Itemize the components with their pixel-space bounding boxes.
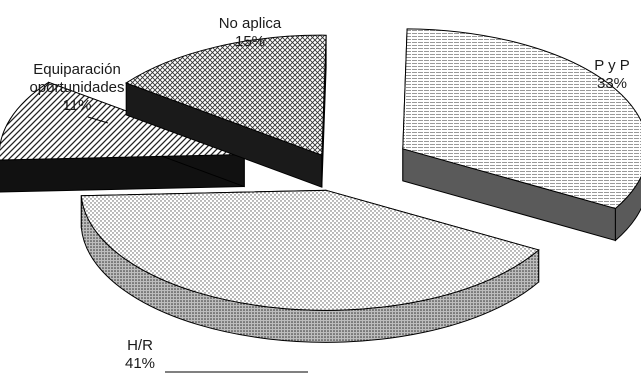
slice-top-h-r: [80, 189, 540, 311]
slice-top-p-y-p: [402, 28, 641, 210]
leader-line-equiparacion-oportunidades: [87, 116, 109, 124]
slice-h-r: [80, 189, 540, 343]
data-label-p-y-p: P y P 33%: [594, 57, 630, 92]
label-percent-p-y-p: 33%: [597, 75, 627, 92]
label-percent-no-aplica: 15%: [235, 33, 265, 50]
label-category-h-r: H/R: [127, 337, 153, 354]
slice-equiparacion-oportunidades: [0, 81, 245, 193]
label-category-equiparacion-oportunidades: oportunidades: [29, 79, 124, 96]
label-percent-equiparacion-oportunidades: 11%: [63, 97, 92, 114]
slice-rim-p-y-p: [614, 175, 641, 242]
data-label-no-aplica: No aplica 15%: [219, 15, 282, 50]
label-category-equiparacion-oportunidades: Equiparación: [33, 61, 121, 78]
label-category-p-y-p: P y P: [594, 57, 630, 74]
slice-top-no-aplica: [125, 34, 327, 156]
slice-no-aplica: [125, 34, 327, 188]
label-percent-h-r: 41%: [125, 355, 155, 372]
data-label-h-r: H/R 41%: [125, 337, 155, 372]
data-label-equiparacion-oportunidades: Equiparación oportunidades 11%: [29, 61, 124, 114]
label-category-no-aplica: No aplica: [219, 15, 282, 32]
slice-p-y-p: [402, 28, 641, 242]
slice-top-equiparacion-oportunidades: [0, 81, 245, 161]
